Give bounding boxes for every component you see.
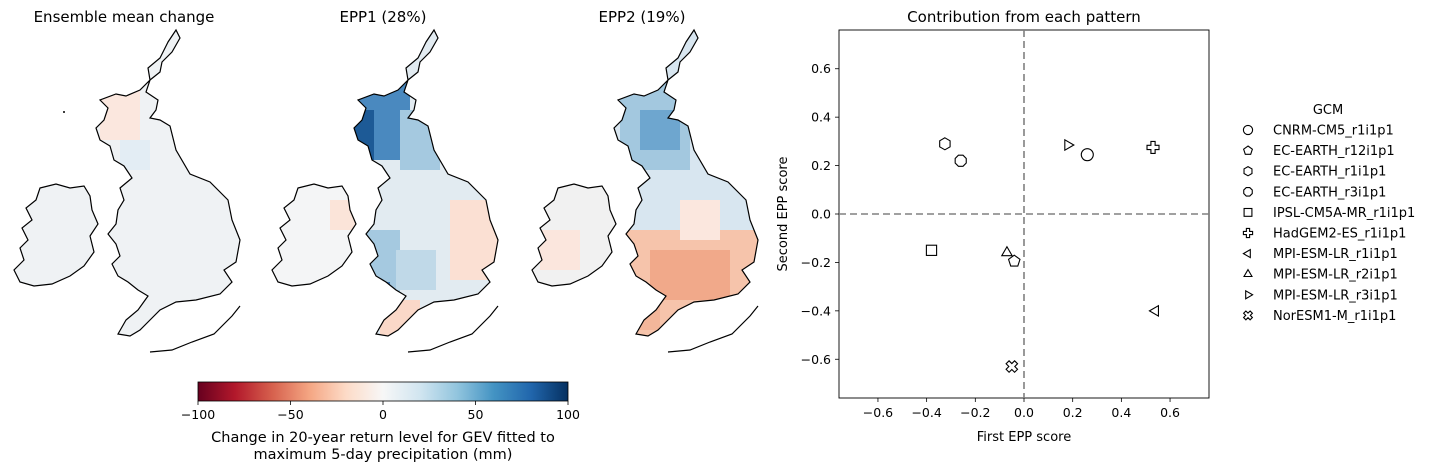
legend-marker (1243, 187, 1253, 197)
map-title-epp2: EPP2 (19%) (599, 8, 686, 26)
y-axis-ticks: −0.6 −0.4 −0.2 0.0 0.2 0.4 0.6 (801, 61, 839, 367)
coastline-gb (95, 28, 241, 337)
map-title-ensemble-mean: Ensemble mean change (34, 8, 215, 26)
legend-item-label: EC-EARTH_r3i1p1 (1273, 185, 1386, 200)
coastline-france (149, 305, 241, 353)
scatter-point-EC-EARTH_r12i1p1 (1007, 254, 1021, 267)
legend-items: CNRM-CM5_r1i1p1 EC-EARTH_r12i1p1 EC-EARTH_… (1242, 124, 1415, 324)
colorbar-gradient (197, 381, 569, 402)
colorbar-tick-label: −100 (181, 407, 215, 422)
x-tick-label: 0.0 (1014, 405, 1034, 420)
x-tick-label: 0.2 (1063, 405, 1083, 420)
colorbar-ticks: −100 −50 0 50 100 (181, 401, 580, 422)
legend-item-label: MPI-ESM-LR_r1i1p1 (1273, 247, 1398, 262)
x-tick-label: 0.6 (1160, 405, 1180, 420)
coastline-gb (353, 28, 499, 337)
scatter-point-HadGEM2-ES_r1i1p1 (1146, 140, 1160, 154)
scatter-point-IPSL-CM5A-MR_r1i1p1 (925, 244, 938, 256)
legend-item-label: MPI-ESM-LR_r3i1p1 (1273, 288, 1398, 303)
x-tick-label: 0.4 (1111, 405, 1131, 420)
coastline-gb (613, 28, 759, 337)
legend-marker (1242, 227, 1254, 239)
coastline-france (407, 305, 499, 353)
colorbar-tick-label: 100 (556, 407, 580, 422)
y-tick-label: 0.0 (811, 207, 831, 222)
legend: GCM CNRM-CM5_r1i1p1 EC-EARTH_r12i1p1 EC-EA… (1242, 103, 1415, 324)
y-tick-label: −0.2 (801, 255, 831, 270)
map-panel-epp1: EPP1 (28%) (271, 8, 499, 353)
scatter-panel: Contribution from each pattern −0.6 −0.4−… (776, 8, 1210, 445)
legend-item-label: CNRM-CM5_r1i1p1 (1273, 124, 1394, 139)
legend-item-label: EC-EARTH_r12i1p1 (1273, 144, 1395, 159)
scatter-points (925, 137, 1160, 374)
scatter-title: Contribution from each pattern (907, 8, 1141, 26)
x-tick-label: −0.4 (911, 405, 941, 420)
x-tick-label: −0.2 (960, 405, 990, 420)
scatter-point-MPI-ESM-LR_r3i1p1 (1064, 138, 1075, 152)
y-tick-label: −0.6 (801, 352, 831, 367)
x-axis-label: First EPP score (977, 430, 1071, 445)
map-panel-epp2: EPP2 (19%) (531, 8, 759, 353)
scatter-point-EC-EARTH_r1i1p1 (939, 137, 951, 151)
scatter-point-MPI-ESM-LR_r1i1p1 (1148, 304, 1159, 317)
x-axis-ticks: −0.6 −0.4 −0.2 0.0 0.2 0.4 0.6 (863, 398, 1180, 420)
coastline-ireland (13, 183, 99, 287)
coastline-ireland (271, 183, 357, 287)
legend-marker (1242, 310, 1254, 321)
colorbar-label-line2: maximum 5-day precipitation (mm) (254, 447, 513, 463)
legend-marker (1243, 165, 1253, 177)
colorbar-tick-label: 0 (379, 407, 387, 422)
legend-marker (1243, 268, 1253, 278)
colorbar-label-line1: Change in 20-year return level for GEV f… (211, 430, 555, 446)
y-tick-label: −0.4 (801, 303, 831, 318)
legend-marker (1245, 289, 1254, 300)
y-tick-label: 0.6 (811, 61, 831, 76)
scatter-point-MPI-ESM-LR_r2i1p1 (1000, 245, 1014, 257)
coastline-france (667, 305, 759, 353)
legend-item-label: HadGEM2-ES_r1i1p1 (1273, 227, 1406, 242)
colorbar: −100 −50 0 50 100 Change in 20-year return l… (181, 381, 580, 463)
colorbar-tick-label: −50 (277, 407, 303, 422)
legend-marker (1243, 207, 1253, 217)
scatter-point-EC-EARTH_r3i1p1 (954, 154, 967, 167)
legend-marker (1242, 248, 1251, 259)
y-axis-label: Second EPP score (776, 157, 791, 272)
legend-item-label: EC-EARTH_r1i1p1 (1273, 165, 1386, 180)
colorbar-tick-label: 50 (468, 407, 484, 422)
y-tick-label: 0.2 (811, 158, 831, 173)
legend-marker (1242, 124, 1254, 136)
scatter-point-NorESM1-M_r1i1p1 (1005, 360, 1019, 374)
legend-title: GCM (1313, 103, 1343, 118)
map-panel-ensemble-mean: Ensemble mean change (13, 8, 241, 353)
y-tick-label: 0.4 (811, 110, 831, 125)
legend-item-label: IPSL-CM5A-MR_r1i1p1 (1273, 206, 1415, 221)
x-tick-label: −0.6 (863, 405, 893, 420)
legend-item-label: MPI-ESM-LR_r2i1p1 (1273, 268, 1398, 283)
scatter-point-CNRM-CM5_r1i1p1 (1080, 148, 1094, 162)
coastline-ireland (531, 183, 617, 287)
legend-item-label: NorESM1-M_r1i1p1 (1273, 309, 1396, 324)
map-title-epp1: EPP1 (28%) (340, 8, 427, 26)
legend-marker (1242, 145, 1254, 155)
